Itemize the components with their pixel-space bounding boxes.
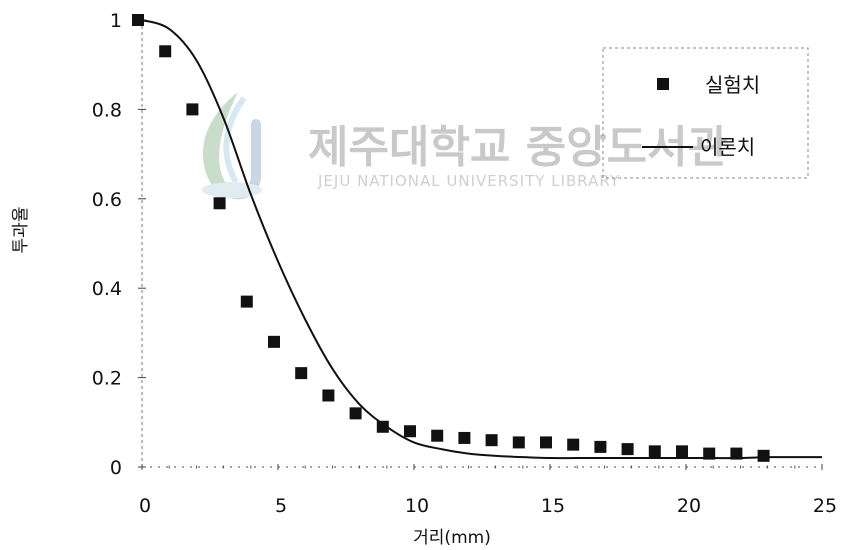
x-tick-label: 0 [139, 495, 151, 517]
y-tick-label: 0.2 [92, 368, 122, 390]
legend-marker-experiment [657, 78, 669, 90]
legend-box [602, 47, 809, 179]
watermark: 제주대학교 중앙도서관 JEJU NATIONAL UNIVERSITY LIB… [202, 92, 728, 200]
y-tick-label: 0.4 [92, 278, 122, 300]
y-tick-label: 1 [110, 10, 122, 32]
y-axis-title: 투과율 [11, 207, 31, 254]
data-point-marker [676, 445, 688, 458]
axes [141, 20, 822, 468]
data-point-marker [431, 429, 444, 442]
data-point-marker [240, 295, 253, 308]
y-tick-label: 0.6 [92, 189, 122, 211]
data-point-marker [159, 45, 172, 58]
data-point-marker [213, 197, 226, 210]
series-markers-experiment [132, 14, 770, 462]
data-point-marker [757, 449, 770, 462]
data-point-marker [703, 447, 716, 460]
x-tick-group: 0 5 10 15 20 25 [139, 464, 837, 517]
watermark-logo [202, 92, 262, 200]
data-point-marker [567, 438, 580, 451]
x-axis-title: 거리(mm) [413, 528, 491, 548]
data-point-marker [648, 445, 661, 458]
watermark-subtitle: JEJU NATIONAL UNIVERSITY LIBRARY [317, 172, 620, 190]
legend-label-experiment: 실험치 [705, 73, 760, 97]
legend: 실험치 이론치 [602, 47, 809, 179]
legend-label-theory: 이론치 [700, 135, 755, 159]
x-tick-label: 15 [541, 495, 565, 517]
x-tick-label: 5 [275, 495, 287, 517]
x-tick-label: 20 [677, 495, 701, 517]
data-point-marker [621, 443, 634, 456]
x-tick-label: 25 [813, 495, 837, 517]
data-point-marker [730, 447, 743, 460]
data-point-marker [295, 367, 308, 380]
x-tick-label: 10 [405, 495, 429, 517]
data-point-marker [268, 335, 280, 348]
y-tick-group: 0 0.2 0.4 0.6 0.8 1 [92, 10, 146, 479]
y-tick-label: 0.8 [92, 99, 122, 121]
data-point-marker [594, 440, 607, 453]
data-point-marker [540, 436, 552, 449]
data-point-marker [458, 431, 471, 444]
data-point-marker [404, 425, 416, 438]
data-point-marker [186, 103, 199, 116]
data-point-marker [512, 436, 525, 449]
data-point-marker [132, 14, 144, 26]
data-point-marker [376, 420, 389, 433]
data-point-marker [349, 407, 362, 420]
y-tick-label: 0 [110, 457, 122, 479]
data-point-marker [322, 389, 335, 402]
data-point-marker [485, 434, 498, 447]
